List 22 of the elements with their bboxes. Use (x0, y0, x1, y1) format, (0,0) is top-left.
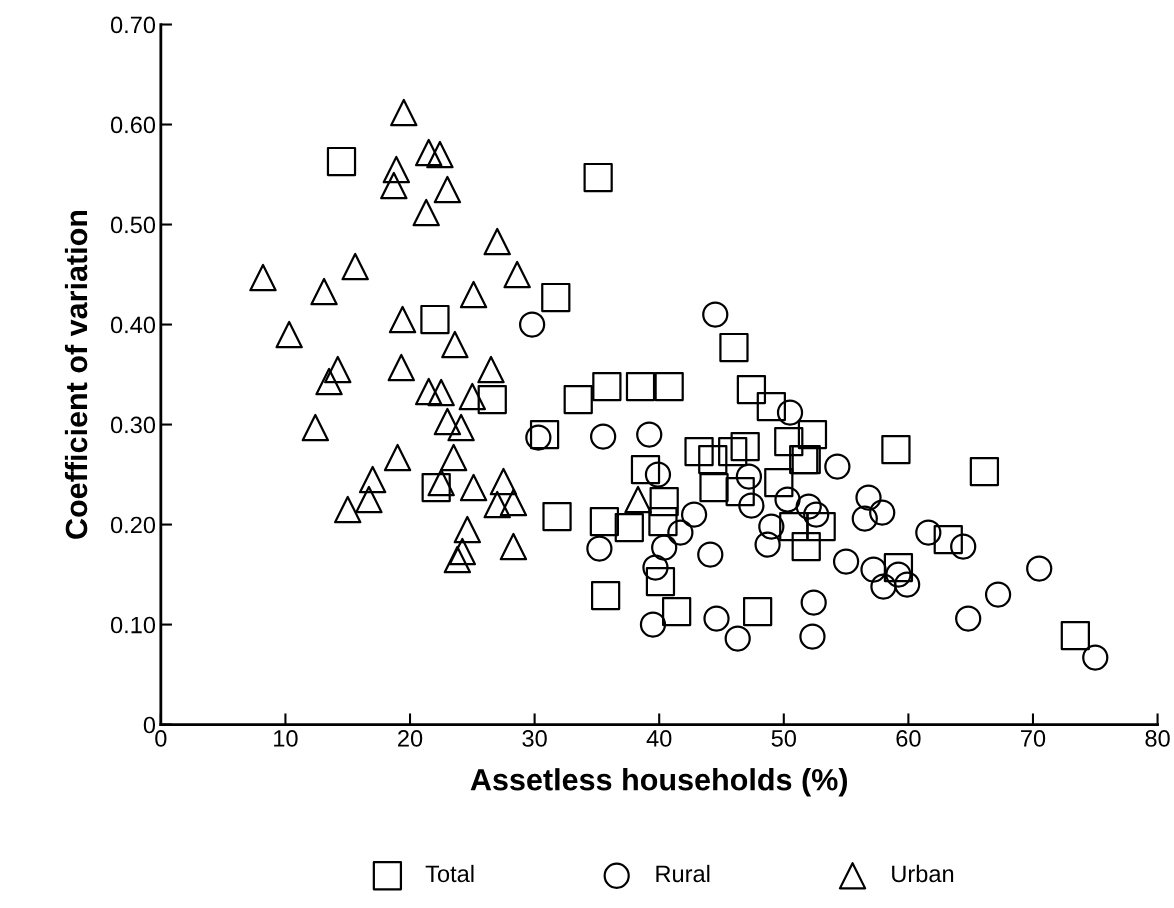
x-tick-label: 70 (1021, 730, 1046, 747)
x-tick-label: 20 (398, 730, 423, 747)
legend-label: Urban (892, 864, 954, 883)
y-tick-label: 0.10 (110, 616, 156, 634)
x-tick-label: 40 (646, 730, 672, 747)
x-axis-title: Assetless households (%) (470, 768, 848, 797)
x-tick-label: 80 (1145, 730, 1170, 747)
x-tick-label: 50 (771, 730, 796, 747)
x-tick-label: 0 (155, 730, 167, 747)
x-tick-label: 30 (522, 730, 547, 747)
y-tick-label: 0.20 (110, 516, 156, 534)
legend-label: Rural (656, 864, 710, 883)
x-tick-label: 60 (896, 730, 921, 747)
legend-label: Total (425, 864, 474, 883)
y-tick-label: 0.60 (110, 116, 156, 134)
y-tick-label: 0.70 (110, 16, 156, 34)
x-tick-label: 10 (274, 730, 298, 747)
y-axis-title: Coefficient of variation (64, 210, 88, 539)
y-tick-label: 0.40 (110, 316, 156, 334)
y-tick-label: 0.50 (110, 216, 156, 234)
y-tick-label: 0.30 (110, 416, 156, 434)
y-tick-label: 0 (143, 716, 156, 734)
